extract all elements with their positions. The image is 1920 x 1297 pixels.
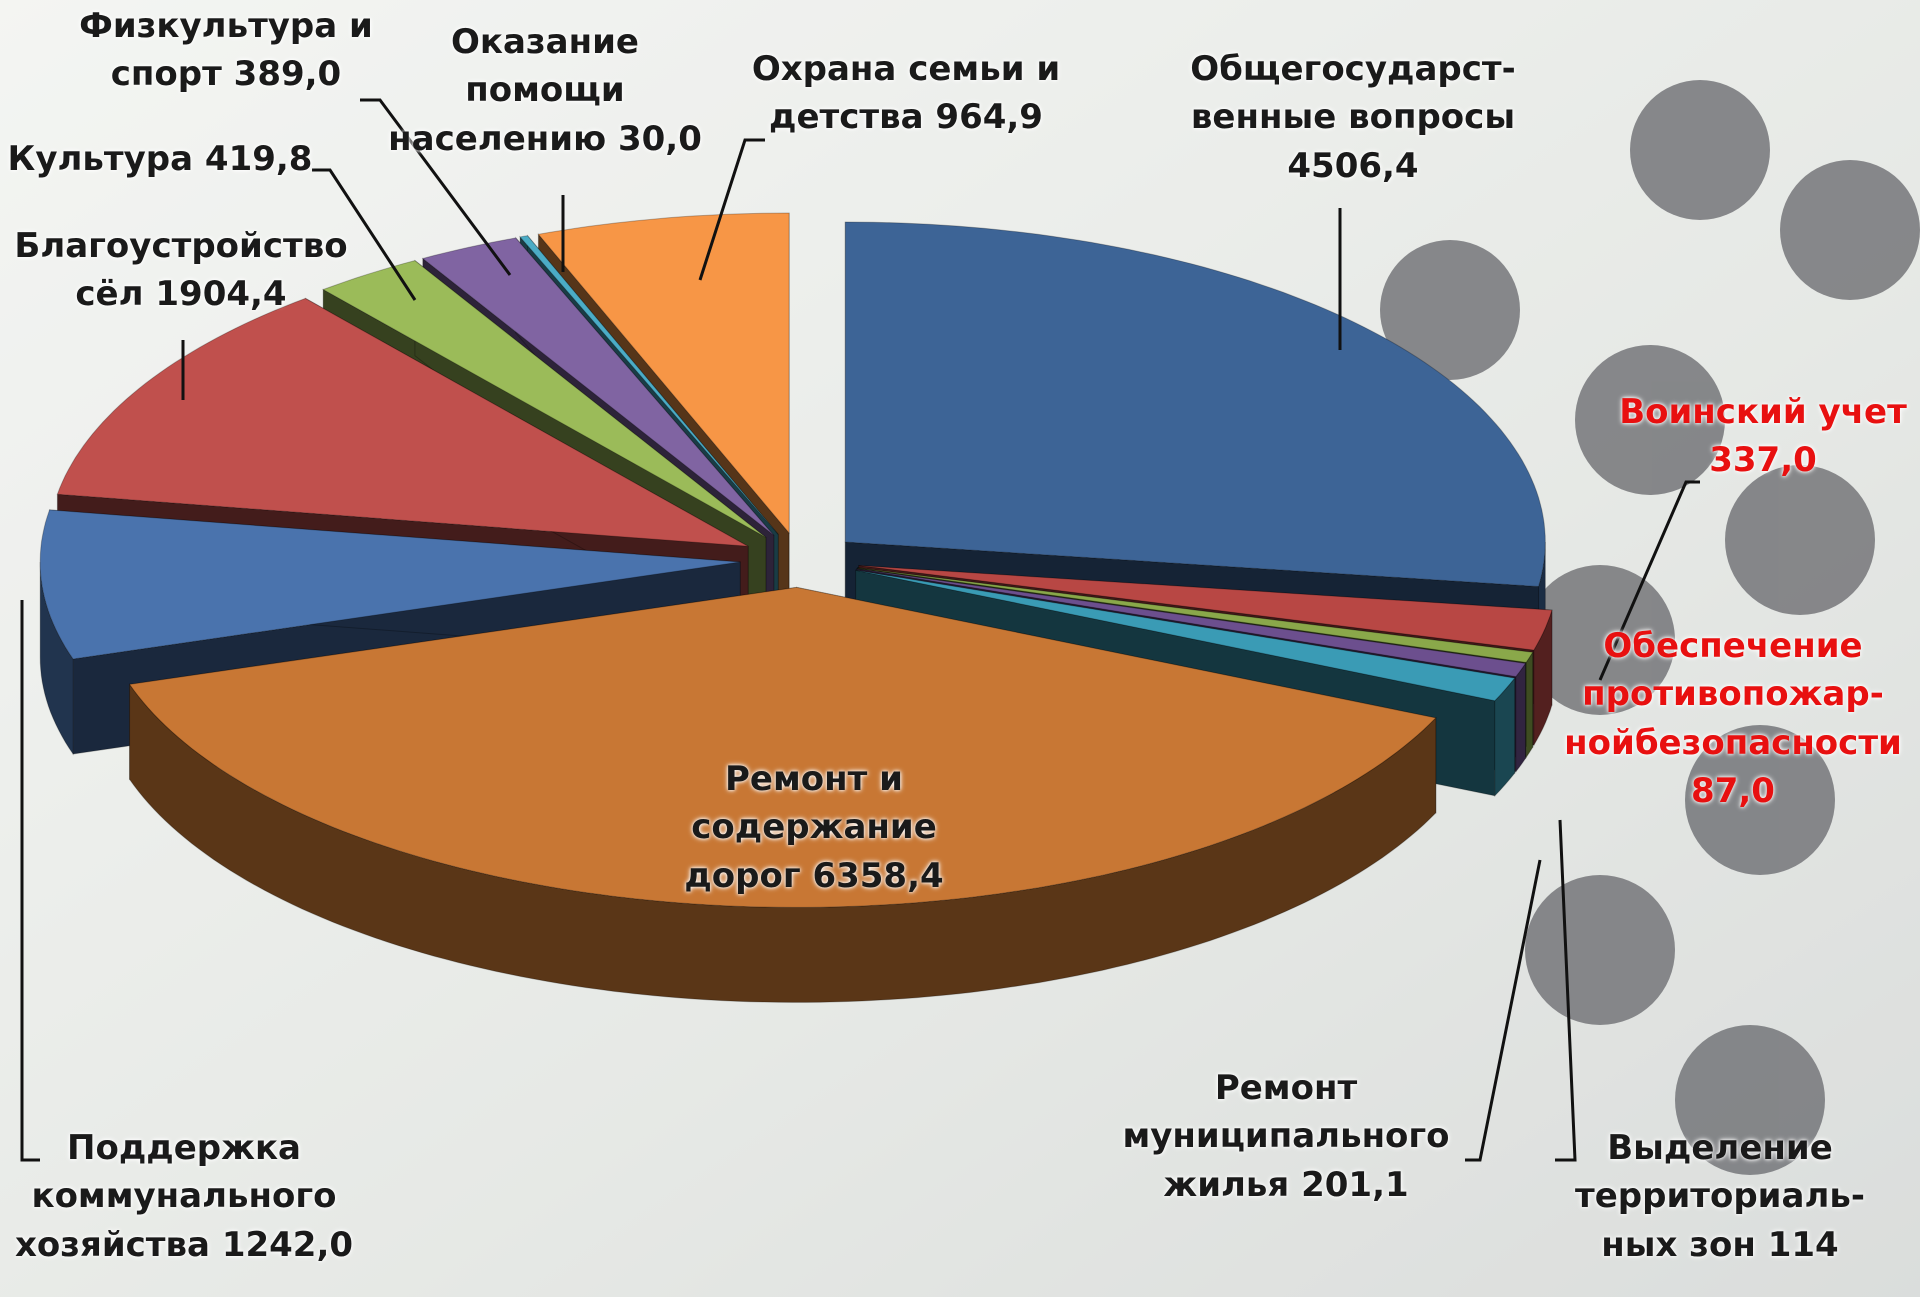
value-label: 419,8 (205, 139, 313, 179)
value-label: 4506,4 (1287, 146, 1418, 186)
value-label: 389,0 (234, 54, 342, 94)
slice-label: Оказание помощи населению 30,0 (380, 18, 710, 163)
slice-label: Ремонт муниципального жилья 201,1 (1096, 1064, 1476, 1209)
value-label: 6358,4 (812, 856, 943, 896)
slice-wall (1516, 663, 1526, 771)
category-name: Воинский учет (1619, 392, 1907, 432)
slice-label: Физкультура и спорт 389,0 (61, 2, 391, 99)
slice-label: Общегосударст-венные вопросы 4506,4 (1163, 45, 1543, 190)
slice-label: Обеспечение противопожар-нойбезопасности… (1543, 622, 1920, 815)
value-label: 337,0 (1709, 440, 1817, 480)
value-label: 1242,0 (222, 1225, 353, 1265)
category-name: Культура (8, 139, 194, 179)
value-label: 964,9 (935, 97, 1043, 137)
slice-label: Выделение территориаль-ных зон 114 (1555, 1124, 1885, 1269)
value-label: 30,0 (618, 119, 702, 159)
value-label: 1904,4 (155, 274, 286, 314)
page: Общегосударст-венные вопросы 4506,4 Воинс… (0, 0, 1920, 1297)
slice-label: Благоустройство сёл 1904,4 (1, 222, 361, 319)
value-label: 114 (1768, 1225, 1839, 1265)
category-name: Оказание помощи населению (388, 22, 639, 159)
category-name: Обеспечение противопожар-нойбезопасности (1564, 626, 1902, 763)
slice-label: Поддержка коммунального хозяйства 1242,0 (0, 1124, 369, 1269)
category-name: Общегосударст-венные вопросы (1190, 49, 1515, 137)
value-label: 201,1 (1301, 1165, 1409, 1205)
slice-label: Охрана семьи и детства 964,9 (726, 45, 1086, 142)
slice-label: Воинский учет 337,0 (1598, 388, 1920, 485)
slice-label: Ремонт и содержание дорог 6358,4 (664, 755, 964, 900)
slice-label: Культура 419,8 (0, 135, 320, 183)
value-label: 87,0 (1691, 771, 1775, 811)
slice-wall (1526, 652, 1533, 757)
